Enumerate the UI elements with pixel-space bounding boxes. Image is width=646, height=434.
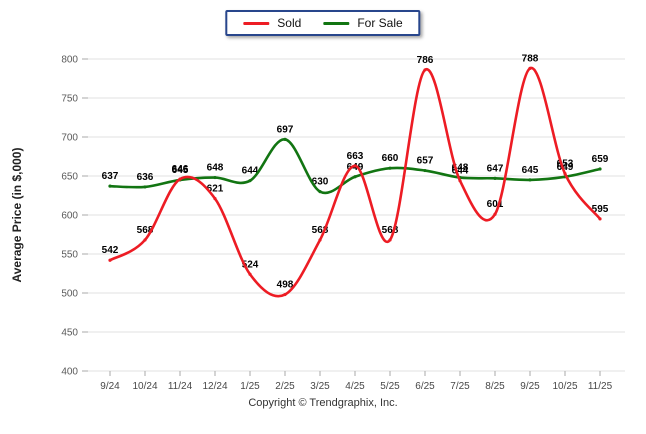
data-point-label: 595 bbox=[592, 204, 609, 215]
y-tick-label: 650 bbox=[61, 172, 78, 183]
sold-line-swatch bbox=[243, 21, 270, 25]
data-point-label: 601 bbox=[487, 199, 504, 210]
data-point-label: 663 bbox=[347, 151, 364, 162]
data-point-marker-sold bbox=[423, 68, 427, 72]
for-sale-line-swatch bbox=[323, 21, 350, 25]
y-tick-label: 500 bbox=[61, 289, 78, 300]
legend-label-for-sale: For Sale bbox=[357, 16, 403, 30]
data-point-marker-for-sale bbox=[318, 190, 322, 194]
data-point-label: 788 bbox=[522, 53, 539, 64]
data-point-label: 568 bbox=[312, 225, 329, 236]
data-point-marker-sold bbox=[283, 292, 287, 297]
data-point-marker-for-sale bbox=[493, 176, 497, 180]
data-point-label: 657 bbox=[417, 156, 434, 167]
data-point-marker-for-sale bbox=[283, 137, 287, 141]
data-point-marker-for-sale bbox=[353, 175, 357, 179]
data-point-label: 697 bbox=[277, 124, 294, 135]
data-point-label: 636 bbox=[137, 172, 154, 183]
y-tick-label: 600 bbox=[61, 211, 78, 222]
data-point-label: 659 bbox=[592, 154, 609, 165]
data-point-marker-sold bbox=[318, 238, 322, 242]
data-point-label: 653 bbox=[557, 159, 574, 170]
data-point-label: 645 bbox=[522, 165, 539, 176]
data-point-marker-sold bbox=[143, 238, 147, 242]
x-tick-label: 11/25 bbox=[588, 381, 613, 392]
x-tick-label: 7/25 bbox=[450, 381, 470, 392]
series-line-sold bbox=[108, 67, 602, 298]
y-tick-label: 750 bbox=[61, 94, 78, 105]
data-point-label: 647 bbox=[487, 163, 504, 174]
data-point-marker-for-sale bbox=[423, 168, 427, 173]
data-point-label: 644 bbox=[452, 166, 469, 177]
y-tick-label: 800 bbox=[61, 55, 78, 66]
data-point-label: 649 bbox=[557, 162, 574, 173]
data-point-label: 648 bbox=[452, 163, 469, 174]
y-tick-label: 700 bbox=[61, 133, 78, 144]
x-tick-label: 10/24 bbox=[132, 381, 157, 392]
data-point-marker-sold bbox=[178, 177, 182, 181]
x-tick-label: 12/24 bbox=[202, 381, 227, 392]
data-point-label: 630 bbox=[312, 177, 329, 188]
data-point-label: 645 bbox=[172, 165, 189, 176]
y-tick-label: 400 bbox=[61, 367, 78, 378]
data-point-marker-for-sale bbox=[388, 166, 392, 170]
x-tick-label: 10/25 bbox=[552, 381, 577, 392]
data-point-marker-sold bbox=[248, 272, 252, 276]
data-point-marker-for-sale bbox=[143, 185, 147, 189]
copyright-text: Copyright © Trendgraphix, Inc. bbox=[248, 397, 398, 409]
data-point-label: 621 bbox=[207, 184, 224, 195]
x-tick-label: 8/25 bbox=[485, 381, 505, 392]
data-point-label: 637 bbox=[102, 171, 119, 182]
data-point-label: 568 bbox=[382, 225, 399, 236]
data-point-label: 648 bbox=[207, 163, 224, 174]
x-tick-label: 9/25 bbox=[520, 381, 540, 392]
legend-item-sold[interactable]: Sold bbox=[243, 16, 301, 30]
data-point-marker-for-sale bbox=[213, 175, 217, 180]
y-axis-title: Average Price (in $,000) bbox=[10, 147, 24, 283]
x-tick-label: 1/25 bbox=[240, 381, 260, 392]
x-tick-label: 5/25 bbox=[380, 381, 400, 392]
data-point-marker-sold bbox=[563, 172, 567, 176]
data-point-marker-sold bbox=[388, 238, 392, 242]
data-point-label: 498 bbox=[277, 280, 294, 291]
x-tick-label: 6/25 bbox=[415, 381, 435, 392]
x-tick-label: 3/25 bbox=[310, 381, 330, 392]
data-point-marker-for-sale bbox=[108, 184, 112, 188]
data-point-marker-for-sale bbox=[598, 167, 602, 171]
data-point-label: 542 bbox=[102, 245, 119, 256]
data-point-label: 786 bbox=[417, 55, 434, 66]
data-point-label: 644 bbox=[242, 166, 259, 177]
data-point-marker-sold bbox=[353, 164, 357, 168]
data-point-marker-sold bbox=[493, 212, 497, 216]
legend-item-for-sale[interactable]: For Sale bbox=[323, 16, 403, 30]
x-tick-label: 4/25 bbox=[345, 381, 365, 392]
data-point-label: 568 bbox=[137, 225, 154, 236]
data-point-marker-sold bbox=[528, 66, 532, 70]
legend-label-sold: Sold bbox=[277, 16, 302, 30]
data-point-marker-for-sale bbox=[248, 179, 252, 183]
chart-legend: Sold For Sale bbox=[225, 10, 421, 36]
x-tick-label: 2/25 bbox=[275, 381, 295, 392]
data-point-label: 524 bbox=[242, 259, 259, 270]
data-point-label: 646 bbox=[172, 164, 189, 175]
data-point-marker-for-sale bbox=[528, 178, 532, 182]
x-tick-label: 9/24 bbox=[100, 381, 120, 392]
x-tick-label: 11/24 bbox=[168, 381, 193, 392]
data-point-marker-sold bbox=[598, 217, 602, 221]
y-tick-label: 450 bbox=[61, 328, 78, 339]
y-tick-label: 550 bbox=[61, 250, 78, 261]
data-point-marker-sold bbox=[458, 179, 462, 183]
data-point-label: 660 bbox=[382, 153, 399, 164]
data-point-marker-sold bbox=[213, 197, 217, 201]
data-point-marker-sold bbox=[108, 258, 112, 262]
